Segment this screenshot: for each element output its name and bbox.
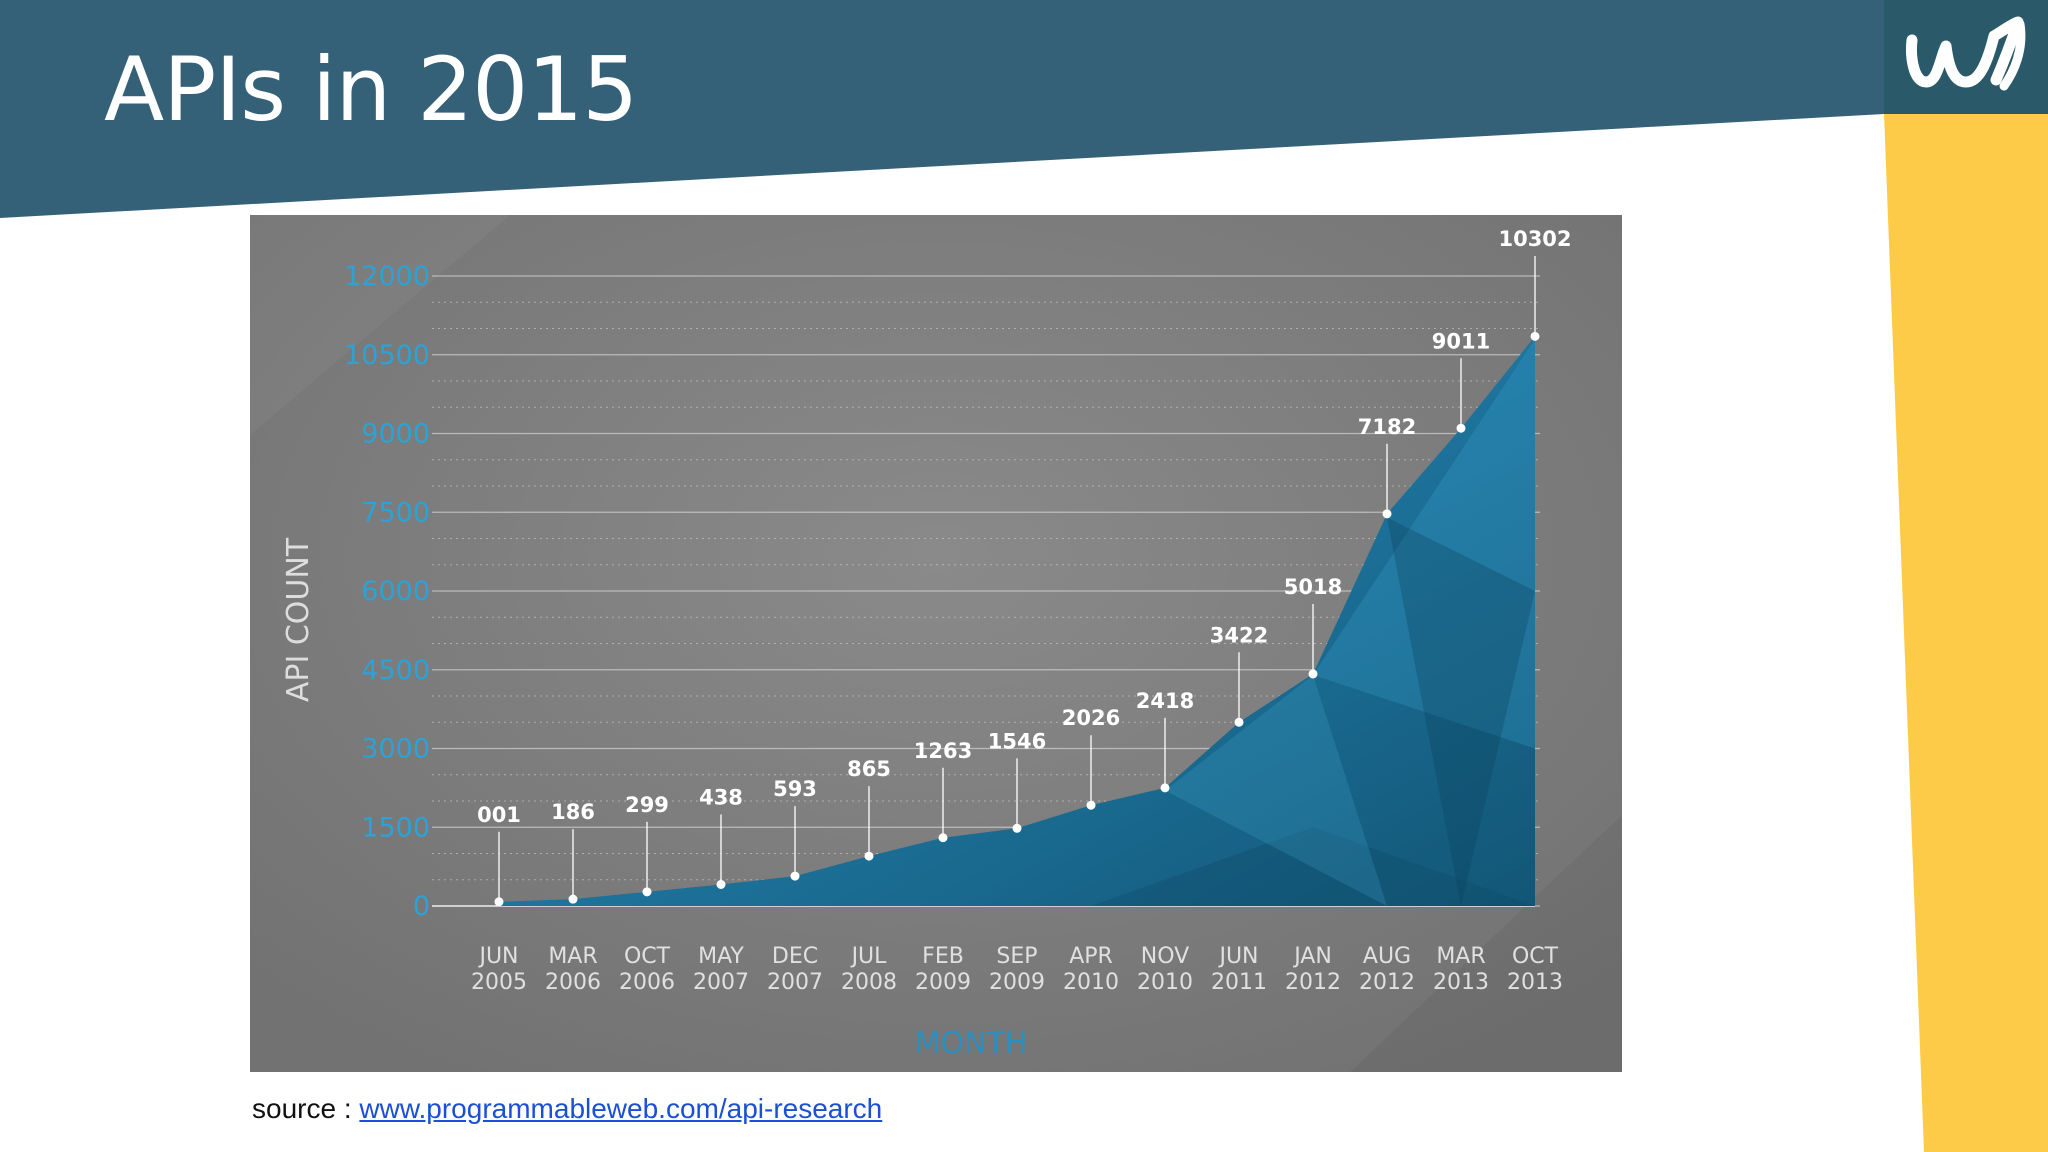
x-tick-month: OCT [1512, 944, 1559, 969]
x-tick-year: 2010 [1137, 970, 1193, 995]
data-label: 1546 [988, 729, 1046, 753]
x-tick-month: JAN [1292, 944, 1332, 969]
x-tick-month: MAR [548, 944, 597, 969]
area-fill [499, 336, 1535, 906]
value-labels: 001 186 299 438 593 865 1263 1546 2026 2418 3422 50… [477, 227, 1571, 827]
data-markers [494, 256, 1540, 907]
data-point [1234, 717, 1244, 727]
x-tick-month: JUN [1217, 944, 1258, 969]
accent-band [1884, 104, 2048, 1152]
data-label: 1263 [914, 739, 972, 763]
data-point [790, 871, 800, 881]
x-tick-year: 2009 [915, 970, 971, 995]
y-tick-label: 1500 [361, 812, 430, 843]
data-point [1382, 509, 1392, 519]
y-tick-label: 12000 [344, 261, 430, 292]
source-line: source : www.programmableweb.com/api-res… [252, 1093, 882, 1125]
y-tick-label: 10500 [344, 340, 430, 371]
api-count-chart: 001 186 299 438 593 865 1263 1546 2026 2418 3422 50… [250, 215, 1622, 1072]
x-tick-month: MAR [1436, 944, 1485, 969]
data-point [1308, 669, 1318, 679]
data-point [494, 897, 504, 907]
data-label: 865 [847, 757, 891, 781]
data-label: 3422 [1210, 623, 1268, 647]
x-tick-month: FEB [922, 944, 964, 969]
x-tick-year: 2013 [1433, 970, 1489, 995]
y-tick-label: 0 [413, 891, 430, 922]
slide-title: APIs in 2015 [104, 38, 638, 141]
y-axis-ticks: 0 1500 3000 4500 6000 7500 9000 10500 12000 [344, 261, 430, 922]
data-point [642, 887, 652, 897]
area-facets [1091, 339, 1535, 906]
x-tick-month: AUG [1363, 944, 1411, 969]
x-tick-month: SEP [996, 944, 1037, 969]
x-axis-ticks: JUN2005MAR2006OCT2006MAY2007DEC2007JUL20… [471, 944, 1563, 995]
data-label: 2026 [1062, 706, 1120, 730]
x-tick-year: 2010 [1063, 970, 1119, 995]
data-label: 7182 [1358, 415, 1416, 439]
x-tick-year: 2005 [471, 970, 527, 995]
company-logo-icon [1906, 16, 2026, 91]
x-tick-month: JUL [850, 944, 888, 969]
data-point [864, 851, 874, 861]
data-label: 001 [477, 803, 521, 827]
x-tick-year: 2011 [1211, 970, 1267, 995]
data-label: 2418 [1136, 689, 1194, 713]
x-tick-year: 2008 [841, 970, 897, 995]
x-tick-year: 2009 [989, 970, 1045, 995]
x-tick-month: APR [1069, 944, 1113, 969]
x-tick-year: 2012 [1359, 970, 1415, 995]
y-tick-label: 7500 [361, 497, 430, 528]
facet-decoration [1350, 815, 1622, 1072]
y-axis-label: API COUNT [281, 537, 316, 702]
x-tick-month: OCT [624, 944, 671, 969]
y-tick-label: 6000 [361, 576, 430, 607]
data-point [568, 894, 578, 904]
facet-decoration [250, 215, 510, 435]
area-series [499, 336, 1535, 906]
source-link[interactable]: www.programmableweb.com/api-research [359, 1093, 883, 1124]
y-tick-label: 3000 [361, 734, 430, 765]
y-tick-label: 4500 [361, 655, 430, 686]
x-axis-label: MONTH [915, 1026, 1028, 1061]
data-point [1012, 823, 1022, 833]
x-tick-month: JUN [477, 944, 518, 969]
data-point [1160, 783, 1170, 793]
data-label: 5018 [1284, 575, 1342, 599]
data-point [1086, 800, 1096, 810]
data-point [1530, 331, 1540, 341]
x-tick-year: 2007 [693, 970, 749, 995]
x-tick-year: 2013 [1507, 970, 1563, 995]
data-point [1456, 423, 1466, 433]
data-point [716, 879, 726, 889]
data-label: 438 [699, 785, 743, 809]
x-tick-year: 2012 [1285, 970, 1341, 995]
y-tick-label: 9000 [361, 419, 430, 450]
x-tick-month: DEC [772, 944, 818, 969]
logo-box [1884, 0, 2048, 114]
header-band [0, 0, 1884, 218]
x-tick-year: 2006 [545, 970, 601, 995]
x-tick-month: NOV [1141, 944, 1189, 969]
data-label: 593 [773, 777, 817, 801]
x-tick-year: 2007 [767, 970, 823, 995]
data-label: 299 [625, 793, 669, 817]
chart-panel: 001 186 299 438 593 865 1263 1546 2026 2418 3422 50… [250, 215, 1622, 1072]
source-prefix: source : [252, 1093, 360, 1124]
x-tick-year: 2006 [619, 970, 675, 995]
data-point [938, 833, 948, 843]
data-label: 186 [551, 800, 595, 824]
x-tick-month: MAY [698, 944, 744, 969]
data-label: 9011 [1432, 329, 1490, 353]
data-label: 10302 [1498, 227, 1571, 251]
